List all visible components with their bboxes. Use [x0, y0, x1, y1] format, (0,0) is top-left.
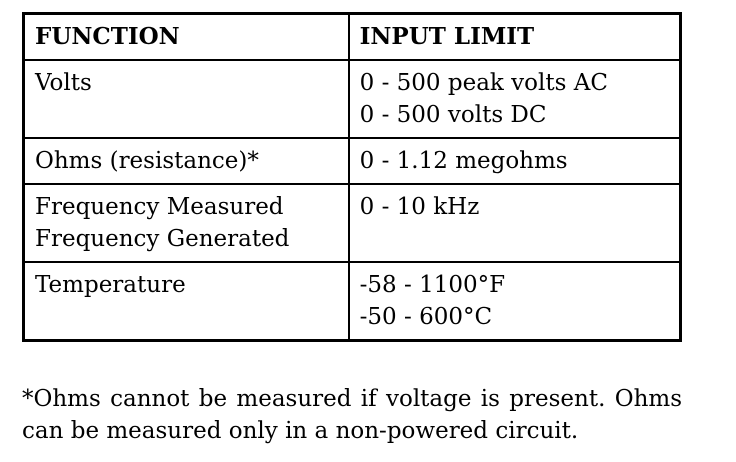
header-function: FUNCTION: [22, 12, 350, 61]
function-label: Frequency Measured: [35, 194, 284, 220]
table-row-ohms: Ohms (resistance)* 0 - 1.12 megohms: [22, 137, 682, 185]
input-limit-table: FUNCTION INPUT LIMIT Volts 0 - 500 peak …: [22, 12, 682, 342]
limit-value: 0 - 10 kHz: [359, 194, 480, 220]
limit-cell: 0 - 1.12 megohms: [347, 137, 682, 185]
function-label: Ohms (resistance)*: [35, 148, 259, 174]
limit-value: 0 - 500 volts DC: [359, 102, 547, 128]
ohms-footnote: *Ohms cannot be measured if voltage is p…: [22, 386, 682, 444]
limit-cell: 0 - 10 kHz: [347, 183, 682, 263]
limit-cell: 0 - 500 peak volts AC 0 - 500 volts DC: [347, 59, 682, 139]
function-label: Volts: [35, 70, 92, 96]
function-cell: Ohms (resistance)*: [22, 137, 350, 185]
function-label: Temperature: [35, 272, 186, 298]
header-input-limit: INPUT LIMIT: [347, 12, 682, 61]
function-cell: Temperature: [22, 261, 350, 342]
limit-value: 0 - 1.12 megohms: [359, 148, 568, 174]
table-header-row: FUNCTION INPUT LIMIT: [22, 12, 682, 61]
limit-value: -58 - 1100°F: [359, 272, 506, 298]
table-row-frequency: Frequency Measured Frequency Generated 0…: [22, 183, 682, 263]
function-cell: Frequency Measured Frequency Generated: [22, 183, 350, 263]
table-row-volts: Volts 0 - 500 peak volts AC 0 - 500 volt…: [22, 59, 682, 139]
limit-value: -50 - 600°C: [359, 304, 493, 330]
function-label: Frequency Generated: [35, 226, 290, 252]
function-cell: Volts: [22, 59, 350, 139]
limit-cell: -58 - 1100°F -50 - 600°C: [347, 261, 682, 342]
limit-value: 0 - 500 peak volts AC: [359, 70, 608, 96]
table-row-temperature: Temperature -58 - 1100°F -50 - 600°C: [22, 261, 682, 342]
